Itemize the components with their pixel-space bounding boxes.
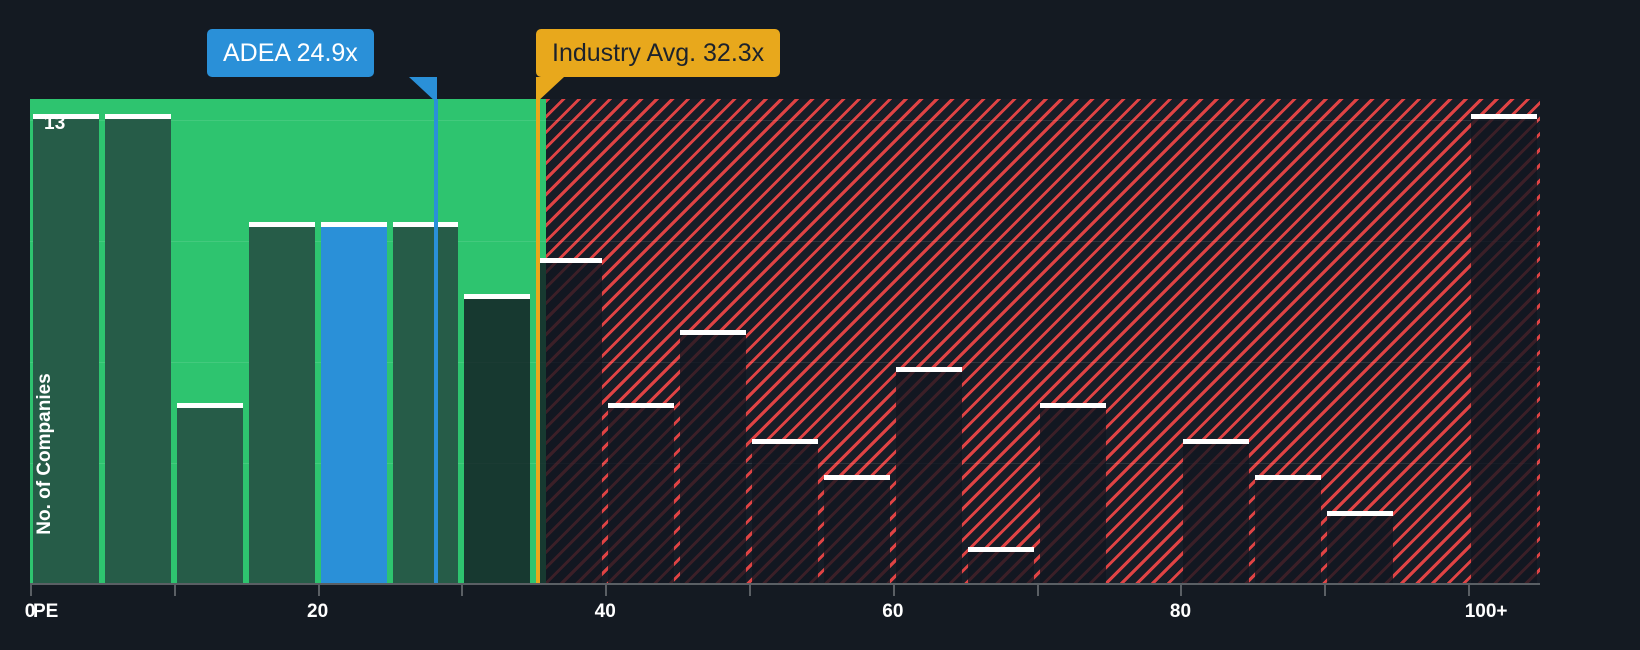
bar-body <box>895 366 962 583</box>
bar-body <box>752 438 818 583</box>
bar-body <box>536 258 603 583</box>
x-axis-tick <box>749 585 752 596</box>
histogram-bar[interactable] <box>1183 438 1250 583</box>
bar-body <box>392 222 459 583</box>
y-axis-title-text: No. of Companies <box>34 373 55 535</box>
bar-body <box>1039 402 1106 583</box>
bar-body <box>33 114 99 583</box>
x-axis-tick <box>30 585 32 596</box>
x-axis-tick <box>461 585 464 596</box>
bar-body <box>104 114 171 583</box>
x-axis-tick <box>1180 585 1183 596</box>
histogram-bar[interactable] <box>536 258 603 583</box>
bar-top-cap <box>1471 114 1537 119</box>
bar-top-cap <box>1255 474 1322 480</box>
bar-top-cap <box>895 366 962 372</box>
x-axis-prefix-label: PE <box>33 601 59 622</box>
adea-marker-line <box>434 99 438 583</box>
bar-top-cap <box>1039 402 1106 408</box>
bar-body <box>967 546 1034 583</box>
y-axis-title: No. of Companies <box>30 329 62 579</box>
industry-average-marker-line <box>536 99 540 583</box>
bar-body <box>320 222 387 583</box>
bar-top-cap <box>823 474 890 480</box>
x-axis-line <box>30 583 1540 585</box>
bar-body <box>823 474 890 583</box>
histogram-bar[interactable] <box>464 294 531 583</box>
bar-body <box>1255 474 1322 583</box>
gridline <box>30 120 1540 121</box>
x-axis-label: 20 <box>307 601 329 622</box>
bar-body <box>1471 114 1537 583</box>
bar-top-cap <box>967 546 1034 552</box>
bar-body <box>176 402 243 583</box>
histogram-bar[interactable] <box>895 366 962 583</box>
gridline <box>30 362 1540 363</box>
bar-body <box>464 294 531 583</box>
bar-top-cap <box>1183 438 1250 444</box>
bar-top-cap <box>608 402 675 408</box>
x-axis-tick <box>892 585 895 596</box>
x-axis-tick <box>173 585 176 596</box>
y-axis-tick-label: 13 <box>44 113 66 134</box>
histogram-bar[interactable] <box>752 438 818 583</box>
bar-top-cap <box>176 402 243 408</box>
histogram-bar[interactable] <box>823 474 890 583</box>
adea-callout-tail <box>409 77 437 103</box>
bar-top-cap <box>320 222 387 228</box>
bar-top-cap <box>464 294 531 300</box>
x-axis-tick <box>1036 585 1039 596</box>
gridline <box>30 241 1540 242</box>
bar-top-cap <box>680 330 747 336</box>
histogram-bar[interactable] <box>1327 510 1394 583</box>
histogram-bar[interactable] <box>104 114 171 583</box>
histogram-bar[interactable] <box>967 546 1034 583</box>
x-axis-tick <box>1324 585 1327 596</box>
x-axis-label: 80 <box>1169 601 1192 622</box>
industry-callout-tail <box>536 77 564 103</box>
histogram-bar[interactable] <box>1039 402 1106 583</box>
bar-top-cap <box>392 222 459 228</box>
adea-callout[interactable]: ADEA 24.9x <box>207 29 374 77</box>
histogram-bar[interactable] <box>33 114 99 583</box>
industry-average-callout[interactable]: Industry Avg. 32.3x <box>536 29 781 77</box>
bar-top-cap <box>1327 510 1394 516</box>
bar-body <box>608 402 675 583</box>
histogram-bar[interactable] <box>1255 474 1322 583</box>
histogram-bar[interactable] <box>608 402 675 583</box>
bar-top-cap <box>752 438 818 444</box>
bar-body <box>248 222 315 583</box>
x-axis-label: 40 <box>594 601 616 622</box>
bar-body <box>1183 438 1250 583</box>
histogram-bar[interactable] <box>176 402 243 583</box>
x-axis-label: 0 <box>24 601 36 622</box>
x-axis-label: 60 <box>882 601 904 622</box>
x-axis-tick <box>317 585 320 596</box>
bar-top-cap <box>248 222 315 228</box>
histogram-bar[interactable] <box>680 330 747 583</box>
x-axis-label: 100+ <box>1464 601 1508 622</box>
histogram-bar[interactable] <box>1471 114 1537 583</box>
x-axis-tick <box>1468 585 1471 596</box>
histogram-bar[interactable] <box>248 222 315 583</box>
bar-top-cap <box>33 114 99 119</box>
histogram-bar[interactable] <box>392 222 459 583</box>
histogram-bar[interactable] <box>320 222 387 583</box>
bar-top-cap <box>536 258 603 264</box>
bar-body <box>1327 510 1394 583</box>
x-axis-tick <box>605 585 608 596</box>
bar-body <box>680 330 747 583</box>
plot-area: 13 No. of Companies <box>30 99 1540 583</box>
bar-top-cap <box>104 114 171 119</box>
